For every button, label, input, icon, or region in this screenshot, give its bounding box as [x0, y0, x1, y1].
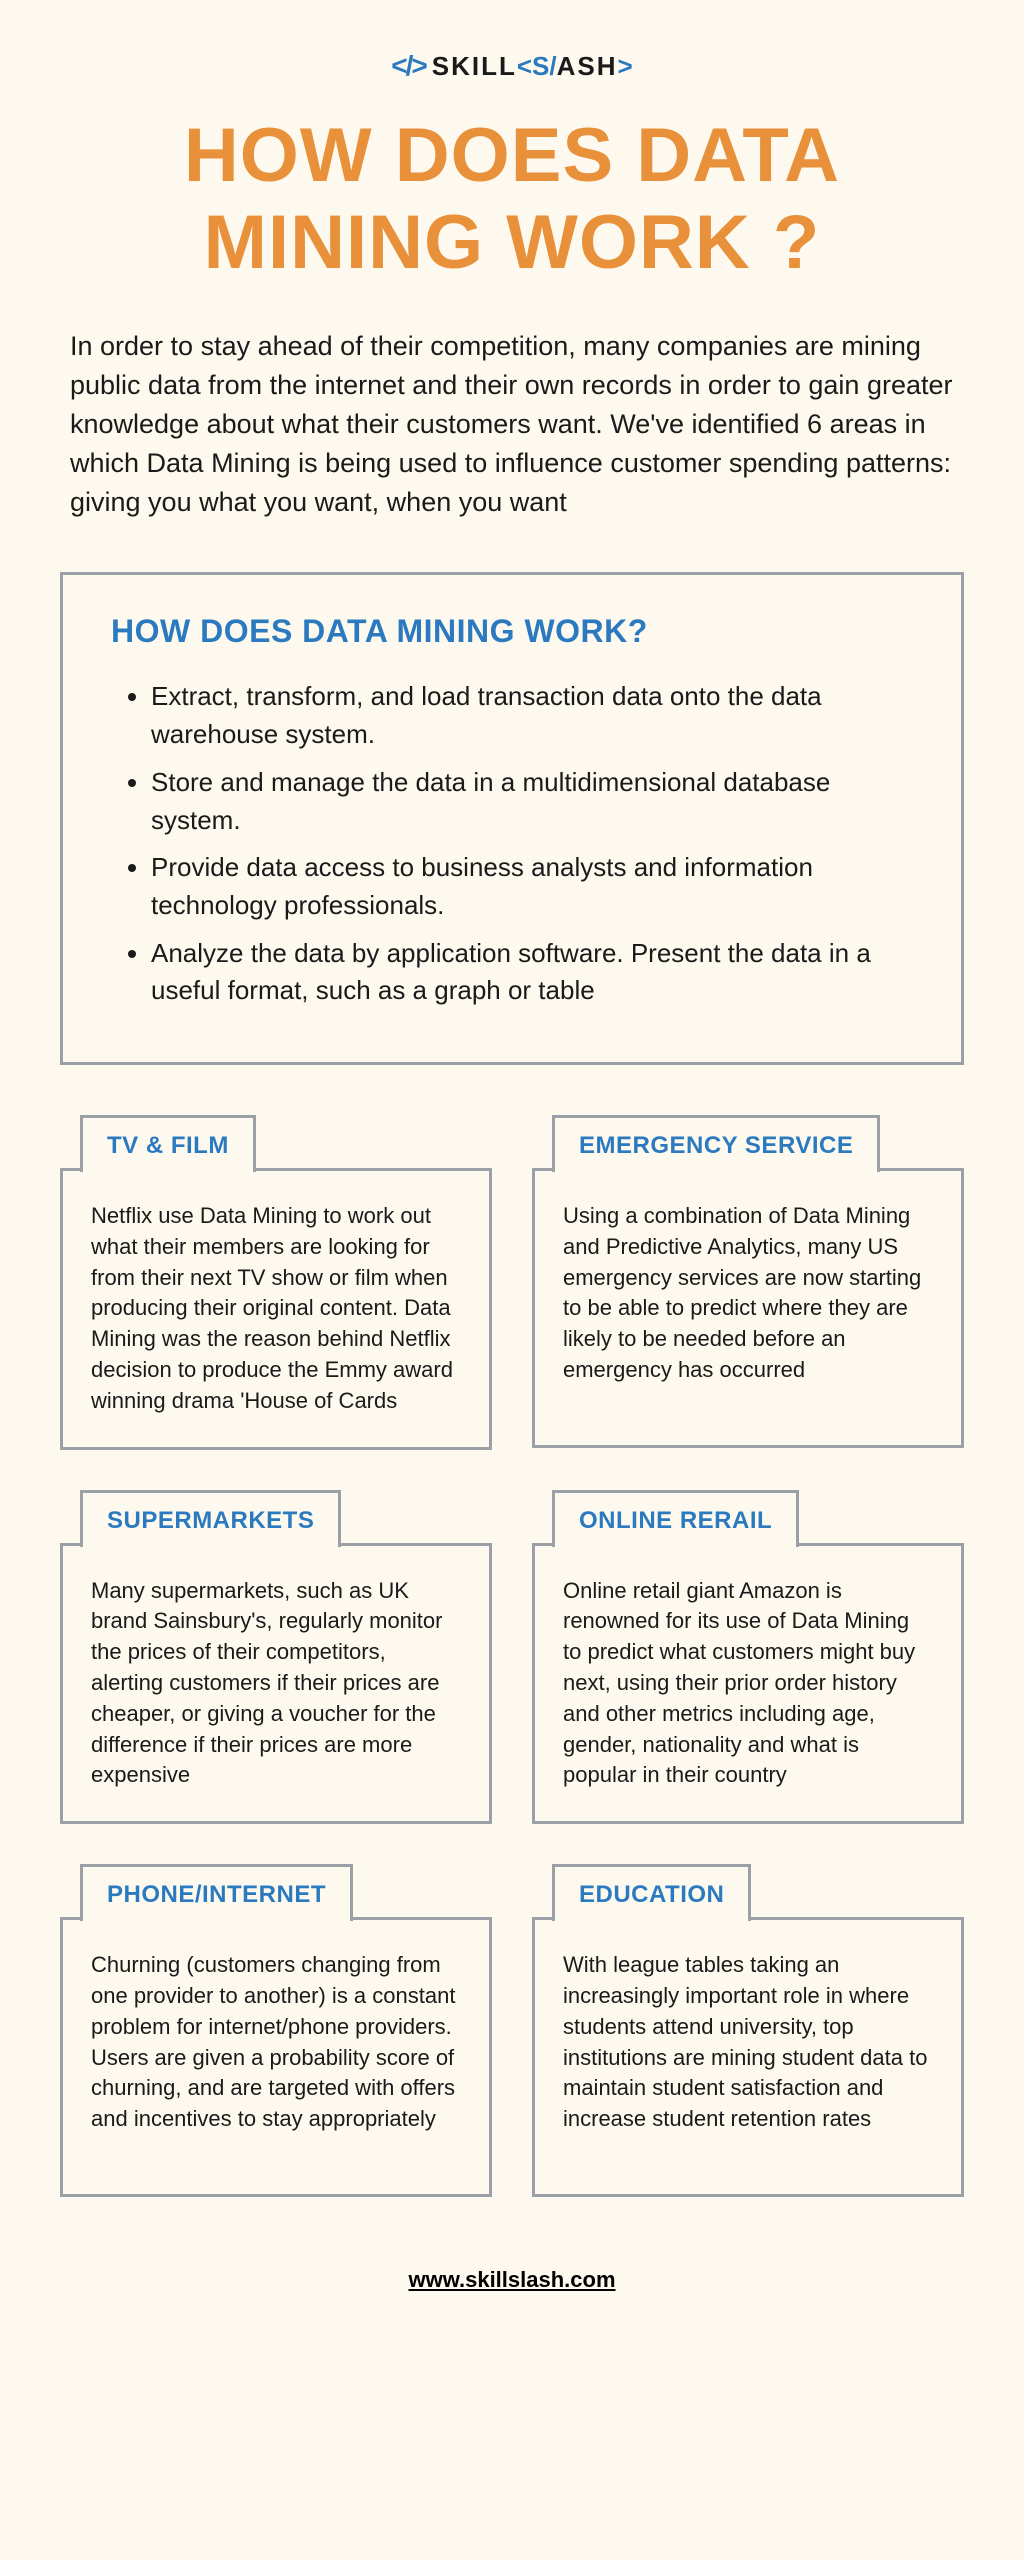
card-tv-film: TV & FILM Netflix use Data Mining to wor…	[60, 1115, 492, 1450]
card-phone-internet: PHONE/INTERNET Churning (customers chang…	[60, 1864, 492, 2197]
card-label: EDUCATION	[552, 1864, 751, 1921]
how-list: Extract, transform, and load transaction…	[111, 678, 913, 1010]
how-item: Extract, transform, and load transaction…	[151, 678, 913, 753]
card-body: Online retail giant Amazon is renowned f…	[532, 1543, 964, 1825]
how-item: Analyze the data by application software…	[151, 935, 913, 1010]
how-it-works-box: HOW DOES DATA MINING WORK? Extract, tran…	[60, 572, 964, 1065]
card-emergency: EMERGENCY SERVICE Using a combination of…	[532, 1115, 964, 1450]
card-education: EDUCATION With league tables taking an i…	[532, 1864, 964, 2197]
card-label: EMERGENCY SERVICE	[552, 1115, 880, 1172]
logo-text: SKILL<S/ASH>	[432, 51, 633, 82]
intro-paragraph: In order to stay ahead of their competit…	[0, 327, 1024, 573]
card-body: Netflix use Data Mining to work out what…	[60, 1168, 492, 1450]
card-body: Many supermarkets, such as UK brand Sain…	[60, 1543, 492, 1825]
card-body: Churning (customers changing from one pr…	[60, 1917, 492, 2197]
how-heading: HOW DOES DATA MINING WORK?	[111, 613, 913, 650]
card-label: ONLINE RERAIL	[552, 1490, 799, 1547]
card-body: With league tables taking an increasingl…	[532, 1917, 964, 2197]
card-label: TV & FILM	[80, 1115, 256, 1172]
page-title: HOW DOES DATA MINING WORK ?	[0, 112, 1024, 327]
card-supermarkets: SUPERMARKETS Many supermarkets, such as …	[60, 1490, 492, 1825]
card-label: PHONE/INTERNET	[80, 1864, 353, 1921]
cards-grid: TV & FILM Netflix use Data Mining to wor…	[0, 1115, 1024, 2197]
logo: </> SKILL<S/ASH>	[0, 0, 1024, 112]
card-body: Using a combination of Data Mining and P…	[532, 1168, 964, 1448]
card-online-retail: ONLINE RERAIL Online retail giant Amazon…	[532, 1490, 964, 1825]
how-item: Provide data access to business analysts…	[151, 849, 913, 924]
how-item: Store and manage the data in a multidime…	[151, 764, 913, 839]
card-label: SUPERMARKETS	[80, 1490, 341, 1547]
logo-code-icon: </>	[391, 50, 425, 82]
footer-url: www.skillslash.com	[0, 2267, 1024, 2293]
